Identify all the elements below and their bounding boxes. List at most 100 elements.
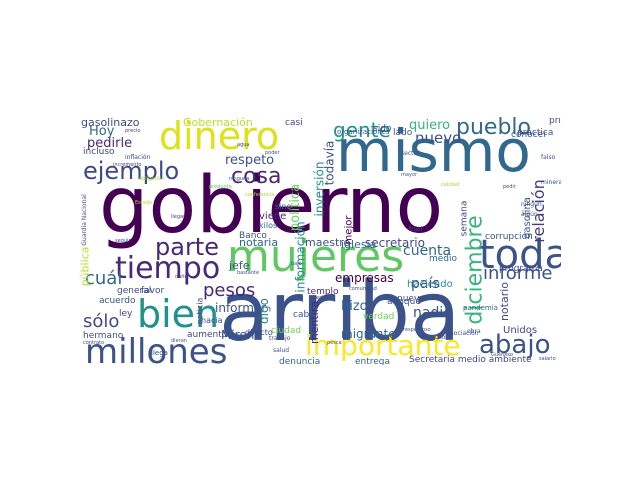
- cloud-word: pesos: [203, 280, 256, 301]
- cloud-word: pedirle: [87, 136, 133, 151]
- cloud-word: ejemplo: [83, 157, 180, 185]
- cloud-word: pública: [79, 246, 92, 287]
- cloud-word: toda: [479, 232, 561, 278]
- cloud-word: Gobernación: [183, 117, 253, 129]
- cloud-word: kilos: [259, 221, 278, 230]
- cloud-word: jefe: [229, 259, 250, 272]
- cloud-word: contrato: [83, 340, 105, 346]
- cloud-word: daño: [175, 274, 188, 280]
- cloud-word: salud: [273, 347, 290, 354]
- cloud-word: Guerrero: [491, 352, 514, 358]
- cloud-word: viene: [259, 211, 287, 222]
- cloud-word: directo: [245, 328, 273, 337]
- cloud-word: corrupción: [485, 232, 533, 242]
- cloud-word: derecho: [421, 334, 446, 341]
- cloud-word: Secretaría medio ambiente: [409, 355, 532, 365]
- cloud-word: respeto: [225, 153, 275, 168]
- cloud-word: falso: [541, 154, 556, 161]
- cloud-word: hermano: [83, 331, 124, 341]
- cloud-word: quiero: [409, 118, 451, 133]
- cloud-word: conocer: [511, 130, 547, 140]
- cloud-word: verdad: [363, 312, 395, 322]
- cloud-word: acuerdo: [99, 296, 136, 306]
- cloud-word: digo: [256, 298, 271, 324]
- cloud-word: seguir: [115, 238, 131, 244]
- cloud-word: informe: [483, 263, 553, 284]
- cloud-word: comunidad: [349, 286, 377, 292]
- cloud-word: bajo: [291, 261, 302, 267]
- cloud-word: migrante: [341, 327, 396, 341]
- cloud-word: hacia: [201, 316, 223, 325]
- cloud-word: conferencia: [245, 192, 275, 198]
- cloud-word: todavía: [322, 140, 337, 186]
- cloud-word: medio: [429, 254, 458, 264]
- cloud-word: Hoy: [89, 124, 115, 139]
- cloud-word: cuál: [85, 268, 123, 289]
- cloud-word: Miren: [221, 328, 255, 342]
- cloud-word: calidad: [441, 182, 460, 188]
- cloud-word: llegar: [171, 214, 186, 220]
- cloud-word: sino: [275, 202, 292, 211]
- cloud-word: país: [411, 276, 440, 292]
- cloud-word: minera: [541, 179, 561, 186]
- cloud-word: dinero: [159, 117, 280, 158]
- cloud-word: gasolinazo: [81, 117, 140, 129]
- cloud-word: tiempo: [115, 251, 221, 286]
- cloud-word: incluso: [83, 147, 115, 157]
- cloud-word: nuevo: [415, 129, 462, 147]
- cloud-word: sector: [401, 150, 420, 157]
- cloud-word: organizaciones: [337, 128, 390, 136]
- cloud-word: práctica: [517, 128, 554, 138]
- cloud-word: notaria: [239, 236, 279, 249]
- cloud-word: pueblo: [456, 117, 531, 140]
- cloud-word: pandemia: [463, 304, 498, 312]
- cloud-word: programa: [499, 264, 543, 274]
- cloud-word: abajo: [479, 330, 551, 360]
- cloud-word: bien: [137, 292, 220, 336]
- cloud-word: favor: [141, 286, 165, 296]
- cloud-word: iglesia: [341, 238, 377, 251]
- cloud-word: cosa: [231, 164, 282, 189]
- cloud-word: cuenta: [403, 243, 452, 259]
- cloud-word: maestro: [305, 236, 351, 249]
- cloud-word: aumento: [187, 330, 228, 340]
- cloud-word: millones: [85, 332, 228, 365]
- cloud-word: empresas: [335, 271, 394, 285]
- cloud-word: entrega: [355, 357, 391, 366]
- cloud-word: semana: [459, 200, 470, 237]
- cloud-word: incremento: [113, 162, 142, 168]
- cloud-word: importante: [305, 329, 461, 362]
- cloud-word: mentira: [308, 300, 322, 345]
- cloud-word: pedir: [503, 184, 516, 190]
- cloud-word: lado: [393, 128, 413, 138]
- cloud-word: aunque: [387, 297, 421, 307]
- cloud-word: mismo: [336, 117, 531, 185]
- cloud-word: denuncia: [279, 357, 321, 366]
- cloud-word: secretario: [365, 236, 425, 250]
- cloud-word: parte: [155, 233, 219, 261]
- cloud-word: información: [293, 221, 308, 293]
- cloud-word: hecho: [313, 295, 329, 301]
- cloud-word: primero: [549, 117, 561, 126]
- cloud-word: pregunta: [209, 184, 232, 190]
- cloud-word: ninguna: [229, 176, 250, 182]
- cloud-word: ley: [119, 309, 133, 319]
- word-cloud: gobierno arriba mismo mujeres millones d…: [79, 117, 561, 365]
- cloud-word: salario: [539, 356, 556, 362]
- cloud-word: casi: [285, 118, 303, 128]
- cloud-word: mejor: [343, 215, 355, 245]
- cloud-word: agua: [237, 142, 250, 148]
- cloud-word: bastante: [237, 270, 260, 276]
- cloud-word: ningún: [521, 201, 542, 208]
- cloud-word: templo: [307, 287, 339, 297]
- cloud-word: mujeres: [227, 231, 405, 282]
- cloud-word: llega: [151, 349, 168, 357]
- cloud-word: notario: [498, 281, 512, 322]
- cloud-word: sólo: [83, 311, 120, 332]
- cloud-word: sido: [373, 124, 392, 134]
- cloud-word: informar: [215, 301, 267, 315]
- cloud-word: arriba: [219, 265, 461, 360]
- cloud-word: haciendo: [407, 279, 453, 290]
- cloud-word: dieran: [171, 338, 187, 344]
- cloud-word: algún: [521, 211, 538, 218]
